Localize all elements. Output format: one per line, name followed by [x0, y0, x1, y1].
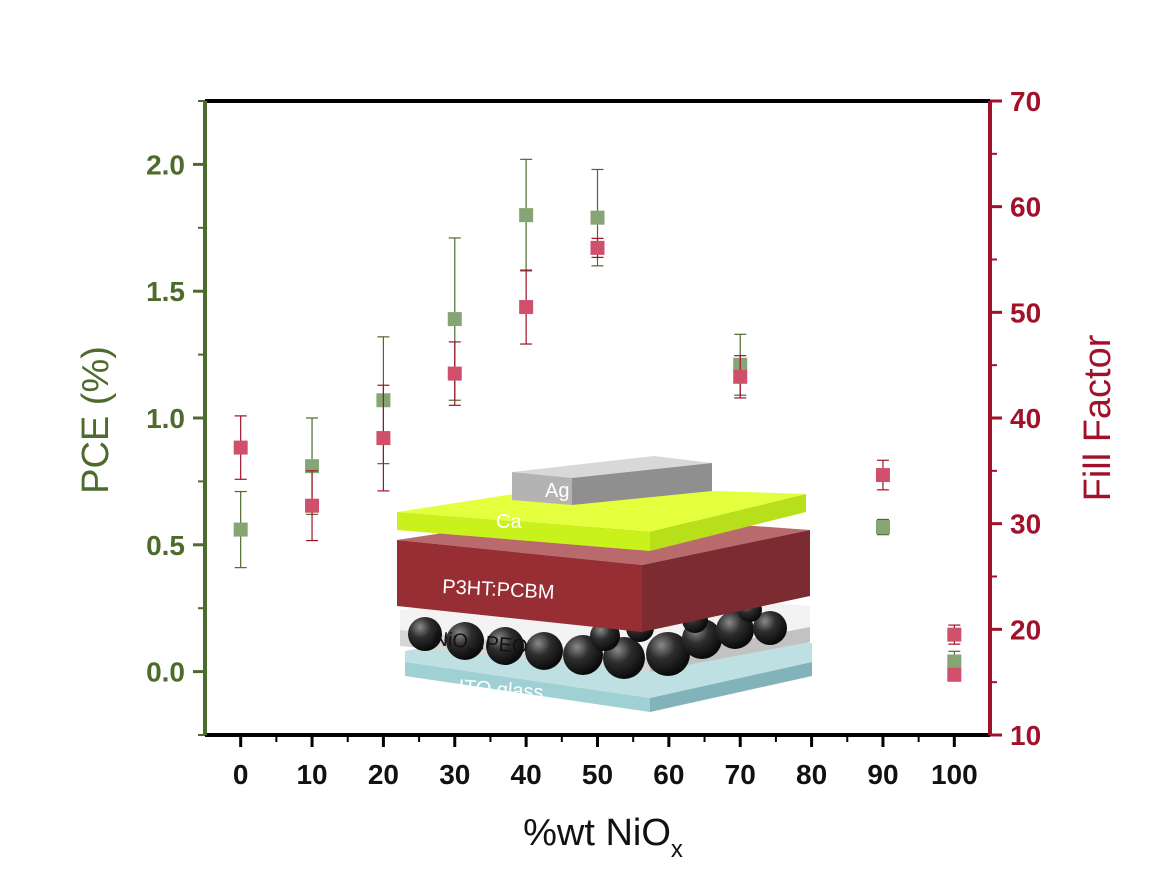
- left-y-tick-label: 1.5: [146, 276, 185, 307]
- data-point: [233, 440, 248, 455]
- left-y-tick-label: 2.0: [146, 149, 185, 180]
- data-point: [447, 312, 462, 327]
- left-y-axis-ticks: 0.0 0.5 1.0 1.5 2.0: [146, 100, 205, 736]
- right-y-tick-label: 40: [1010, 403, 1041, 434]
- data-point: [305, 459, 320, 474]
- y-axis-left-title: PCE (%): [75, 346, 117, 494]
- left-y-tick-label: 0.0: [146, 657, 185, 688]
- nio-peo-label: NiOx :PEO: [432, 628, 528, 662]
- data-point: [733, 369, 748, 384]
- left-y-tick-label: 0.5: [146, 530, 185, 561]
- data-point: [875, 468, 890, 483]
- right-y-axis-ticks: 10 20 30 40 50 60 70: [990, 86, 1041, 751]
- data-point: [590, 240, 605, 255]
- data-point: [447, 366, 462, 381]
- right-y-tick-label: 50: [1010, 297, 1041, 328]
- ag-label: Ag: [545, 480, 569, 502]
- x-axis-ticks: 0 10 20 30 40 50 60 70 80 90 100: [233, 735, 978, 790]
- series-1: [233, 237, 962, 645]
- right-y-tick-label: 20: [1010, 614, 1041, 645]
- x-tick-label: 70: [725, 759, 756, 790]
- x-tick-label: 50: [582, 759, 613, 790]
- data-point: [947, 667, 962, 682]
- right-y-tick-label: 30: [1010, 509, 1041, 540]
- right-y-tick-label: 60: [1010, 192, 1041, 223]
- data-point: [305, 498, 320, 513]
- x-tick-label: 10: [296, 759, 327, 790]
- ag-layer: Ag: [512, 456, 712, 505]
- x-tick-label: 20: [368, 759, 399, 790]
- right-y-tick-label: 70: [1010, 86, 1041, 117]
- data-point: [875, 520, 890, 535]
- device-stack-inset: ITO glass: [397, 456, 812, 712]
- y-axis-right-title: Fill Factor: [1077, 334, 1119, 501]
- x-axis-title: %wt NiOx: [523, 812, 683, 863]
- x-tick-label: 40: [511, 759, 542, 790]
- x-tick-label: 60: [653, 759, 684, 790]
- left-y-tick-label: 1.0: [146, 403, 185, 434]
- x-tick-label: 90: [867, 759, 898, 790]
- data-point: [590, 210, 605, 225]
- x-tick-label: 100: [931, 759, 978, 790]
- nanoparticles: [408, 598, 787, 679]
- ca-layer: Ca: [397, 486, 806, 551]
- data-point: [947, 654, 962, 669]
- data-point: [519, 300, 534, 315]
- data-point: [376, 431, 391, 446]
- x-tick-label: 80: [796, 759, 827, 790]
- data-point: [947, 627, 962, 642]
- series-2: [947, 667, 962, 682]
- right-y-tick-label: 10: [1010, 720, 1041, 751]
- ca-label: Ca: [496, 511, 522, 533]
- x-tick-label: 0: [233, 759, 249, 790]
- data-point: [233, 522, 248, 537]
- ito-glass-label: ITO glass: [458, 676, 545, 704]
- x-tick-label: 30: [439, 759, 470, 790]
- data-point: [519, 208, 534, 223]
- data-series: [233, 158, 962, 682]
